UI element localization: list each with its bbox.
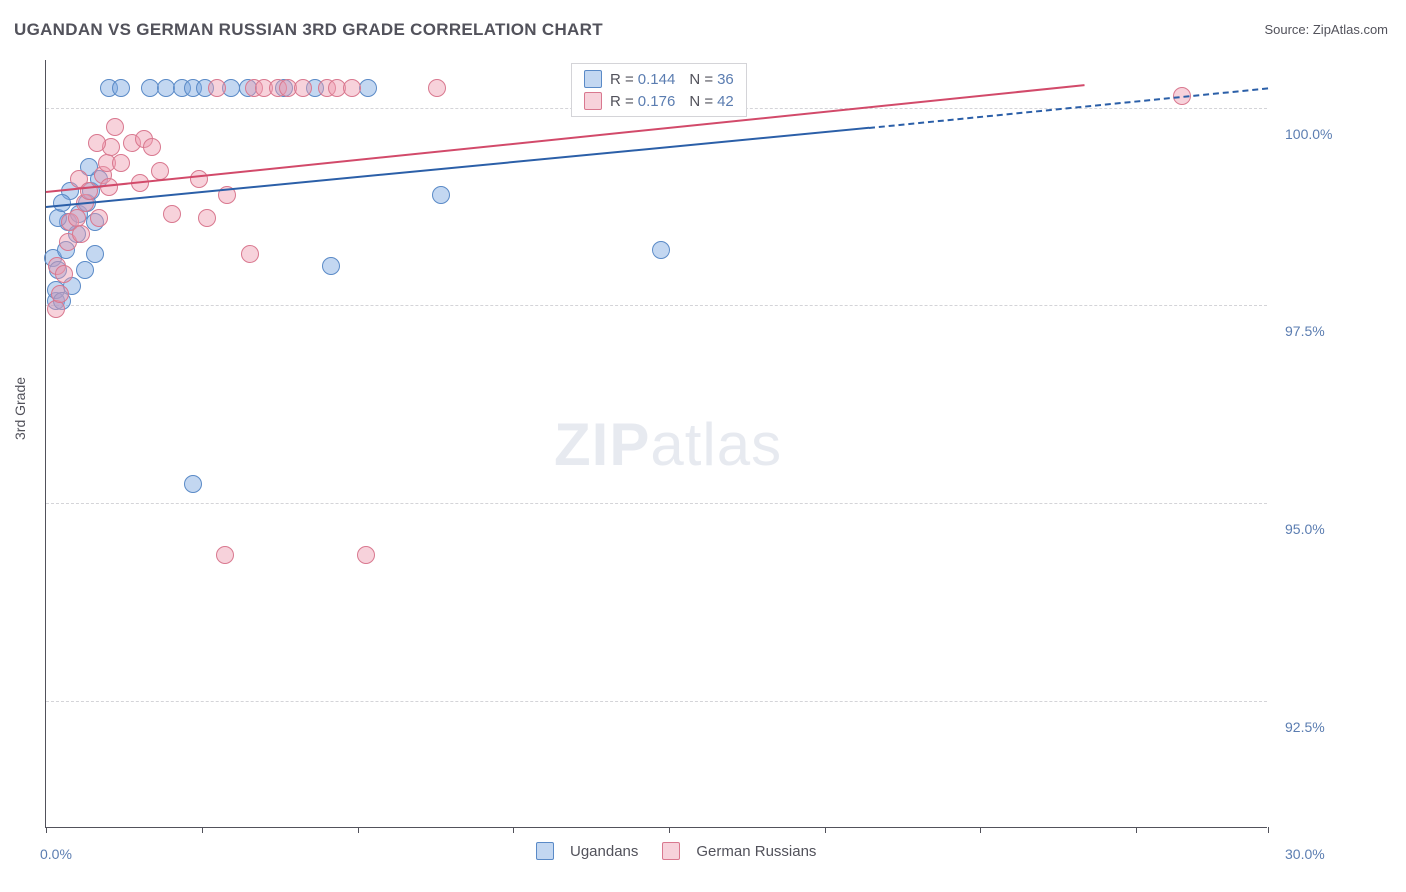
legend-r-value: 0.176: [638, 93, 676, 110]
trend-line: [869, 88, 1268, 130]
scatter-point: [76, 261, 94, 279]
y-tick-label: 92.5%: [1285, 719, 1325, 735]
y-tick-label: 97.5%: [1285, 323, 1325, 339]
source-label: Source: ZipAtlas.com: [1264, 22, 1388, 37]
scatter-point: [322, 257, 340, 275]
scatter-point: [151, 162, 169, 180]
watermark: ZIPatlas: [554, 410, 782, 479]
scatter-point: [143, 138, 161, 156]
scatter-point: [106, 118, 124, 136]
scatter-point: [72, 225, 90, 243]
watermark-zip: ZIP: [554, 411, 650, 478]
gridline: [46, 305, 1267, 306]
scatter-point: [80, 182, 98, 200]
scatter-point: [343, 79, 361, 97]
scatter-point: [112, 154, 130, 172]
x-tick: [825, 827, 826, 833]
legend-n-label: N =: [689, 93, 713, 110]
scatter-point: [241, 245, 259, 263]
x-tick: [46, 827, 47, 833]
scatter-point: [294, 79, 312, 97]
scatter-point: [51, 285, 69, 303]
legend-swatch: [662, 842, 680, 860]
scatter-point: [53, 194, 71, 212]
x-label-start: 0.0%: [40, 846, 72, 862]
legend-row: R =0.144 N =36: [572, 68, 746, 90]
scatter-point: [428, 79, 446, 97]
scatter-point: [359, 79, 377, 97]
y-tick-label: 95.0%: [1285, 521, 1325, 537]
scatter-point: [652, 241, 670, 259]
trend-line: [46, 127, 869, 208]
legend-swatch: [584, 70, 602, 88]
x-tick: [513, 827, 514, 833]
scatter-point: [208, 79, 226, 97]
legend-item-label: German Russians: [696, 843, 816, 860]
x-tick: [669, 827, 670, 833]
chart-container: UGANDAN VS GERMAN RUSSIAN 3RD GRADE CORR…: [0, 0, 1406, 892]
watermark-atlas: atlas: [650, 411, 782, 478]
scatter-point: [216, 546, 234, 564]
gridline: [46, 701, 1267, 702]
trend-line: [46, 84, 1085, 193]
x-tick: [1136, 827, 1137, 833]
scatter-point: [190, 170, 208, 188]
series-legend: Ugandans German Russians: [536, 842, 816, 860]
legend-item-label: Ugandans: [570, 843, 638, 860]
legend-item: Ugandans: [536, 842, 638, 860]
scatter-point: [90, 209, 108, 227]
scatter-point: [141, 79, 159, 97]
plot-area: ZIPatlas: [45, 60, 1267, 828]
scatter-point: [184, 475, 202, 493]
legend-n-value: 42: [717, 93, 734, 110]
y-axis-title: 3rd Grade: [12, 377, 28, 440]
scatter-point: [47, 300, 65, 318]
x-tick: [358, 827, 359, 833]
x-tick: [980, 827, 981, 833]
scatter-point: [357, 546, 375, 564]
scatter-point: [157, 79, 175, 97]
correlation-legend: R =0.144 N =36 R =0.176 N =42: [571, 63, 747, 117]
scatter-point: [86, 245, 104, 263]
gridline: [46, 503, 1267, 504]
x-tick: [1268, 827, 1269, 833]
scatter-point: [163, 205, 181, 223]
scatter-point: [112, 79, 130, 97]
legend-n-label: N =: [689, 71, 713, 88]
legend-item: German Russians: [662, 842, 816, 860]
scatter-point: [198, 209, 216, 227]
x-tick: [202, 827, 203, 833]
legend-r-label: R =: [610, 71, 634, 88]
legend-swatch: [584, 92, 602, 110]
chart-title: UGANDAN VS GERMAN RUSSIAN 3RD GRADE CORR…: [14, 20, 603, 40]
legend-swatch: [536, 842, 554, 860]
legend-row: R =0.176 N =42: [572, 90, 746, 112]
scatter-point: [55, 265, 73, 283]
y-tick-label: 100.0%: [1285, 126, 1332, 142]
legend-r-value: 0.144: [638, 71, 676, 88]
x-label-end: 30.0%: [1285, 846, 1325, 862]
legend-r-label: R =: [610, 93, 634, 110]
legend-n-value: 36: [717, 71, 734, 88]
scatter-point: [432, 186, 450, 204]
scatter-point: [88, 134, 106, 152]
